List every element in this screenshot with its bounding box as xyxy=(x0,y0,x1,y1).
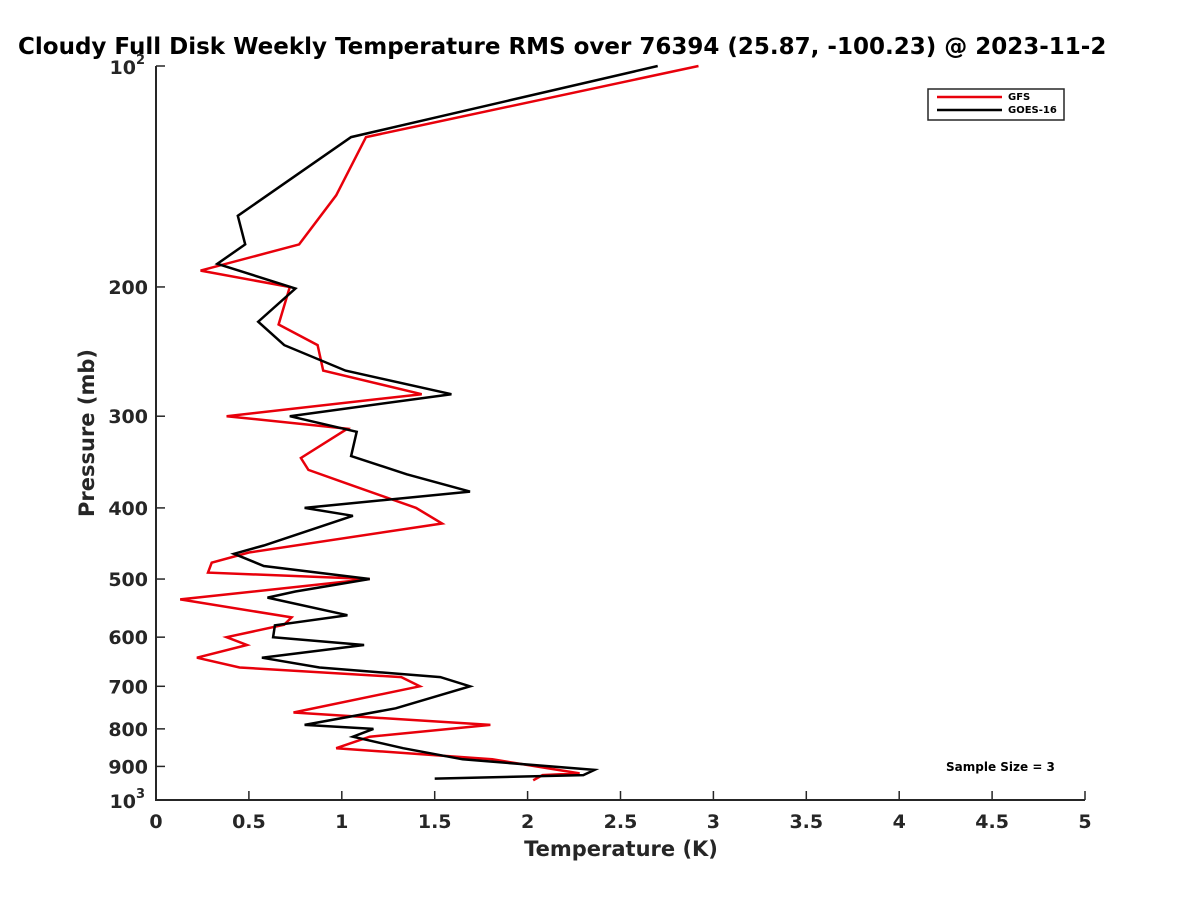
y-tick-label: 300 xyxy=(108,406,148,428)
x-tick-label: 5 xyxy=(1078,811,1091,833)
x-tick-label: 0.5 xyxy=(232,811,266,833)
y-tick-label: 500 xyxy=(108,569,148,591)
legend-label-gfs: GFS xyxy=(1008,92,1030,103)
y-tick-label: 900 xyxy=(108,756,148,778)
x-tick-label: 2 xyxy=(521,811,534,833)
x-axis-label: Temperature (K) xyxy=(524,837,718,861)
series-line-goes-16 xyxy=(214,64,658,780)
y-tick-label: 400 xyxy=(108,498,148,520)
axes: 0 0.5 1 1.5 2 2.5 3 3.5 4 4.5 510 22003004005006007… xyxy=(108,53,1091,833)
plot-area xyxy=(180,64,699,782)
sample-size-annotation: Sample Size = 3 xyxy=(946,760,1055,774)
x-tick-label: 4 xyxy=(893,811,906,833)
legend-box xyxy=(927,88,1065,121)
y-tick-exponent: 2 xyxy=(136,53,145,68)
y-tick-exponent: 3 xyxy=(136,787,145,802)
y-tick-label: 10 xyxy=(110,57,136,79)
x-tick-label: 1.5 xyxy=(418,811,452,833)
x-tick-label: 2.5 xyxy=(604,811,638,833)
x-tick-label: 3 xyxy=(707,811,720,833)
y-tick-label: 200 xyxy=(108,277,148,299)
legend-label-goes-16: GOES-16 xyxy=(1008,105,1057,116)
y-tick-label: 10 xyxy=(110,791,136,813)
y-tick-label: 800 xyxy=(108,719,148,741)
y-tick-label: 600 xyxy=(108,627,148,649)
y-tick-label: 700 xyxy=(108,676,148,698)
legend: GFS GOES-16 xyxy=(927,88,1065,121)
y-axis-label: Pressure (mb) xyxy=(75,349,99,517)
x-tick-label: 0 xyxy=(149,811,162,833)
x-tick-label: 4.5 xyxy=(975,811,1009,833)
chart-title: Cloudy Full Disk Weekly Temperature RMS … xyxy=(18,34,1106,60)
x-tick-label: 1 xyxy=(335,811,348,833)
x-tick-label: 3.5 xyxy=(789,811,823,833)
series-line-gfs xyxy=(180,64,699,782)
